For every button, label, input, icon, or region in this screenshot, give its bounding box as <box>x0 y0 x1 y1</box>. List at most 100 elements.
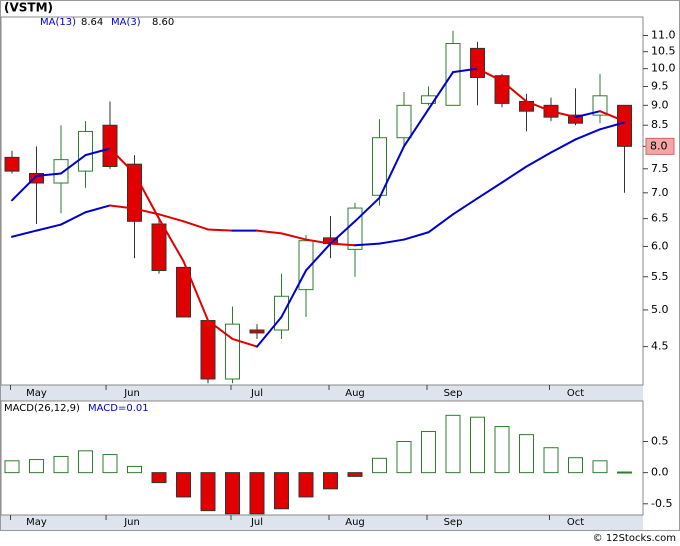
candle-body <box>396 104 412 139</box>
moving-average <box>182 260 209 322</box>
candle-body <box>470 47 485 78</box>
moving-average <box>525 151 552 168</box>
moving-average <box>35 223 62 232</box>
moving-average <box>60 154 87 175</box>
moving-average <box>158 213 185 223</box>
y-tick-label: 8.5 <box>651 118 669 131</box>
candle-body <box>372 137 387 196</box>
moving-average <box>133 207 160 216</box>
price-panel <box>0 16 644 386</box>
last-price-tag <box>645 137 675 155</box>
macd-bar <box>102 454 118 474</box>
last-price-label: 8.0 <box>650 139 668 152</box>
candle-body <box>200 320 216 380</box>
macd-bar <box>470 416 485 474</box>
moving-average <box>280 269 307 318</box>
moving-average <box>574 110 601 119</box>
candle-body <box>249 329 265 334</box>
legend-name: MA(3) <box>111 17 141 28</box>
moving-average <box>256 229 283 235</box>
y-tick-label: 5.0 <box>651 303 669 316</box>
moving-average <box>501 165 528 184</box>
macd-bar <box>249 472 265 515</box>
x-tick-label: May <box>26 388 47 399</box>
moving-average <box>476 181 503 200</box>
x-tick-label: Sep <box>444 388 463 399</box>
x-tick-label: Jul <box>250 388 263 399</box>
macd-bar <box>617 471 632 474</box>
macd-bar <box>4 460 20 474</box>
y-tick-label: 9.5 <box>651 80 669 93</box>
macd-bar <box>53 455 69 474</box>
moving-average <box>354 196 381 223</box>
x-axis-strip <box>1 385 643 401</box>
y-tick-label: 7.0 <box>651 186 669 199</box>
y-tick-label: 10.0 <box>651 62 676 75</box>
moving-average <box>378 238 405 245</box>
macd-bar <box>347 472 363 477</box>
candle-body <box>494 75 510 104</box>
candle-body <box>78 130 93 172</box>
moving-average <box>84 204 111 214</box>
y-tick-label: 5.5 <box>651 270 669 283</box>
moving-average <box>427 71 454 111</box>
x-tick-label: Jun <box>123 388 140 399</box>
moving-average <box>403 108 430 148</box>
candle-body <box>445 42 461 106</box>
macd-panel <box>0 400 644 516</box>
moving-average <box>207 228 234 232</box>
macd-bar <box>151 472 167 484</box>
x-tick-label: Aug <box>345 388 365 399</box>
macd-bar <box>494 426 510 474</box>
y-tick-label: 11.0 <box>651 28 676 41</box>
moving-average <box>427 213 454 234</box>
macd-title: MACD(26,12,9) <box>4 403 80 414</box>
y-tick-label: -0.5 <box>651 497 672 510</box>
moving-average <box>599 121 626 131</box>
moving-average <box>133 172 160 220</box>
macd-bar <box>568 457 583 474</box>
moving-average <box>329 220 356 245</box>
y-tick-label: 7.5 <box>651 162 669 175</box>
moving-average <box>182 220 209 231</box>
moving-average <box>501 80 528 103</box>
moving-average <box>109 147 136 175</box>
macd-bar <box>592 460 608 474</box>
moving-average <box>354 242 381 247</box>
candle-body <box>592 95 608 116</box>
macd-bar <box>176 472 191 498</box>
frame <box>0 0 680 531</box>
y-tick-label: 10.5 <box>651 45 676 58</box>
moving-average <box>231 337 258 348</box>
macd-bar <box>372 457 387 474</box>
moving-average <box>452 67 479 74</box>
moving-average <box>35 172 62 177</box>
moving-average <box>574 128 601 141</box>
macd-bar <box>519 434 534 474</box>
moving-average <box>158 217 185 263</box>
macd-bar <box>200 472 216 512</box>
footer: © 12Stocks.com <box>593 533 676 544</box>
x-axis-strip <box>1 515 643 530</box>
moving-average <box>599 110 626 123</box>
macd-bar <box>323 472 338 490</box>
candle-body <box>102 124 118 167</box>
candle-body <box>347 207 363 250</box>
candle-body <box>53 159 69 184</box>
candle-body <box>29 172 44 184</box>
moving-average <box>11 174 38 202</box>
candle-body <box>151 223 167 271</box>
moving-average <box>305 238 332 245</box>
y-tick-label: 0.5 <box>651 434 669 447</box>
moving-average <box>11 229 38 238</box>
legend-value: 8.60 <box>152 17 174 28</box>
moving-average <box>550 138 577 154</box>
moving-average <box>329 242 356 247</box>
macd-legend: MACD=0.01 <box>88 403 149 414</box>
candle-body <box>568 114 583 124</box>
macd-bar <box>421 431 436 474</box>
moving-average <box>550 110 577 119</box>
macd-bar <box>445 414 461 474</box>
moving-average <box>525 100 552 113</box>
